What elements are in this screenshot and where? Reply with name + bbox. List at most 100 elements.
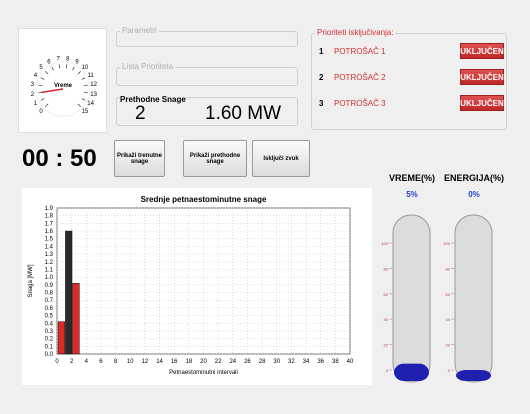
x-tick-label: 26 — [244, 359, 251, 365]
y-axis-label: Snaga [MW] — [28, 264, 34, 297]
meter-tick-label: 0 — [386, 368, 389, 373]
x-tick-label: 16 — [171, 359, 178, 365]
x-tick-label: 30 — [273, 359, 280, 365]
meter-tick-label: 80 — [446, 266, 451, 271]
y-tick-label: 1.0 — [45, 275, 54, 281]
caption: Parametri — [120, 26, 159, 35]
meter-tick-label: 40 — [384, 317, 389, 322]
chart: Srednje petnaestominutne snage 0.0 0.10.2 0… — [22, 188, 372, 385]
meter-tick-label: 60 — [384, 292, 389, 297]
toggle-button[interactable]: UKLJUČEN — [460, 95, 504, 111]
gauge-tick — [77, 71, 81, 75]
x-tick-label: 34 — [303, 359, 310, 365]
x-tick-label: 28 — [259, 359, 266, 365]
toggle-button[interactable]: UKLJUČEN — [460, 69, 504, 85]
meter-title: VREME(%) — [389, 173, 435, 183]
button[interactable]: Prikaži trenutne snage — [114, 140, 165, 177]
gauge-face — [35, 61, 91, 117]
gauge-label: 9 — [75, 59, 79, 65]
gauge-label: 12 — [90, 82, 97, 88]
y-tick-label: 0.4 — [45, 321, 54, 327]
gauge-tick — [65, 64, 68, 69]
meter-value: 0% — [468, 190, 480, 199]
meters: VREME(%) 5% 0 20 40 60 80 100 ENERGIJA(%) 0% 0 20 40… — [381, 173, 504, 383]
gauge-label: 2 — [31, 92, 35, 98]
gauge-tick — [40, 98, 45, 101]
y-tick-label: 1.7 — [45, 221, 54, 227]
y-tick-label: 1.9 — [45, 206, 54, 212]
meter-tick-label: 20 — [384, 343, 389, 348]
gauge-tick — [83, 84, 88, 87]
gauge-caption: Vreme — [54, 83, 73, 89]
meter-tick-label: 60 — [446, 292, 451, 297]
gauge-label: 4 — [34, 73, 38, 79]
x-tick-label: 18 — [186, 359, 193, 365]
x-tick-label: 24 — [229, 359, 236, 365]
meter-tube — [454, 214, 493, 383]
gauge-tick — [72, 66, 75, 71]
gauge-label: 13 — [90, 92, 97, 98]
lista-box: Lista Prioriteta — [116, 62, 298, 86]
x-tick-label: 4 — [85, 359, 89, 365]
y-tick-label: 0.6 — [45, 306, 54, 312]
y-tick-label: 1.1 — [45, 267, 54, 273]
meter-tick-label: 100 — [381, 241, 388, 246]
gauge-tick — [58, 64, 61, 69]
x-tick-label: 12 — [142, 359, 149, 365]
meter-tick-label: 100 — [443, 241, 450, 246]
meter-tick-label: 40 — [446, 317, 451, 322]
gauge-label: 0 — [39, 109, 43, 115]
consumer-name: POTROŠAČ 2 — [334, 73, 386, 82]
gauge-tick — [83, 91, 88, 94]
x-tick-label: 10 — [127, 359, 134, 365]
gauge-tick — [51, 66, 54, 71]
gauge-label: 6 — [47, 59, 51, 65]
parametri-box: Parametri — [116, 26, 298, 47]
y-tick-label: 0.9 — [45, 283, 54, 289]
x-tick-label: 0 — [55, 359, 59, 365]
button[interactable]: Isključi zvuk — [252, 140, 310, 177]
x-tick-label: 14 — [156, 359, 163, 365]
caption: Prioriteti isključivanja: — [315, 28, 396, 37]
meter-tick-label: 20 — [446, 343, 451, 348]
y-tick-label: 1.6 — [45, 229, 54, 235]
meter-tick-label: 0 — [448, 368, 451, 373]
y-tick-label: 0.2 — [45, 337, 54, 343]
y-tick-label: 0.3 — [45, 329, 54, 335]
x-tick-label: 2 — [70, 359, 74, 365]
consumer-name: POTROŠAČ 3 — [334, 99, 386, 108]
gauge-label: 3 — [31, 82, 35, 88]
x-tick-label: 40 — [347, 359, 354, 365]
x-tick-label: 36 — [317, 359, 324, 365]
gauge-tick — [45, 103, 49, 107]
gauge-label: 8 — [66, 56, 70, 62]
gauge-needle — [41, 88, 64, 94]
meter-tube — [392, 214, 431, 383]
toggle-button[interactable]: UKLJUČEN — [460, 43, 504, 59]
gauge-tick — [40, 77, 45, 80]
meter-fill — [394, 363, 429, 381]
y-tick-label: 1.3 — [45, 252, 54, 258]
y-tick-label: 1.4 — [45, 244, 54, 250]
bar — [65, 230, 73, 355]
y-tick-label: 0.1 — [45, 344, 54, 350]
gauge-label: 1 — [34, 101, 38, 107]
x-tick-label: 22 — [215, 359, 222, 365]
caption: Prethodne Snage — [120, 95, 186, 104]
y-tick-label: 0.0 — [45, 352, 54, 358]
gauge-tick — [81, 77, 86, 80]
y-tick-label: 0.7 — [45, 298, 54, 304]
meter-value: 5% — [406, 190, 418, 199]
y-tick-label: 0.5 — [45, 314, 54, 320]
bar — [57, 321, 65, 355]
chart-title: Srednje petnaestominutne snage — [141, 195, 267, 204]
y-tick-label: 1.5 — [45, 237, 54, 243]
y-tick-label: 1.2 — [45, 260, 54, 266]
meter-fill — [456, 370, 491, 381]
x-tick-label: 8 — [114, 359, 118, 365]
x-tick-label: 20 — [200, 359, 207, 365]
button[interactable]: Prikaži prethodne snage — [183, 140, 247, 177]
gauge-label: 10 — [82, 65, 89, 71]
gauge-label: 7 — [56, 56, 60, 62]
priorities-box: Prioriteti isključivanja: 1 POTROŠAČ 1 UKL… — [311, 28, 507, 130]
